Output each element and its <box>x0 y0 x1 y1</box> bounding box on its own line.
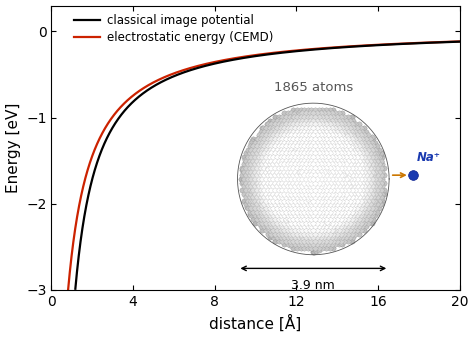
classical image potential <box>73 287 78 291</box>
classical image potential <box>177 72 182 76</box>
Y-axis label: Energy [eV]: Energy [eV] <box>6 102 20 193</box>
Legend: classical image potential, electrostatic energy (CEMD): classical image potential, electrostatic… <box>73 14 273 44</box>
electrostatic energy (CEMD) <box>65 287 71 292</box>
X-axis label: distance [Å]: distance [Å] <box>210 314 302 332</box>
electrostatic energy (CEMD) <box>386 42 392 46</box>
classical image potential <box>315 47 321 51</box>
Line: classical image potential: classical image potential <box>75 42 460 289</box>
electrostatic energy (CEMD) <box>70 247 75 251</box>
electrostatic energy (CEMD) <box>252 53 258 57</box>
classical image potential <box>344 45 350 49</box>
classical image potential <box>301 49 307 53</box>
classical image potential <box>311 48 317 52</box>
Line: electrostatic energy (CEMD): electrostatic energy (CEMD) <box>68 41 460 289</box>
electrostatic energy (CEMD) <box>81 182 87 186</box>
classical image potential <box>457 40 463 44</box>
electrostatic energy (CEMD) <box>457 39 463 43</box>
electrostatic energy (CEMD) <box>102 126 108 130</box>
classical image potential <box>453 40 459 44</box>
electrostatic energy (CEMD) <box>244 54 250 58</box>
